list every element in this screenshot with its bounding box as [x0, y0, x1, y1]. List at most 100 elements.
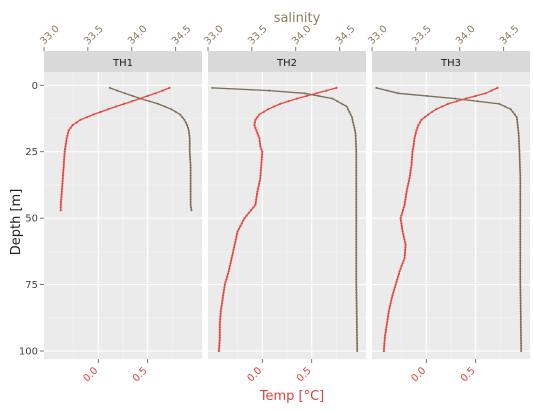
temp-point [115, 105, 118, 108]
salinity-point [517, 132, 520, 135]
depth-tick-label: 75 [25, 280, 38, 291]
temp-point [218, 334, 221, 337]
salinity-point [519, 262, 522, 265]
temp-point [391, 294, 394, 297]
temp-point [393, 286, 396, 289]
salinity-point [519, 190, 522, 193]
temp-point [388, 304, 392, 307]
salinity-point [519, 201, 522, 204]
facet-strip [372, 51, 530, 72]
temp-point [410, 161, 413, 164]
temp-point [403, 203, 406, 206]
salinity-point [108, 86, 111, 89]
salinity-point [519, 265, 522, 267]
salinity-point [355, 230, 358, 233]
temp-point [399, 267, 402, 270]
temp-point [236, 230, 239, 233]
temp-point [402, 233, 405, 236]
salinity-point [355, 302, 358, 305]
temp-point [229, 262, 232, 265]
temp-point [222, 294, 225, 297]
temp-point [387, 312, 390, 315]
salinity-point [356, 336, 358, 339]
salinity-point [519, 251, 522, 254]
temp-point [382, 347, 386, 350]
salinity-point [189, 182, 192, 185]
temp-point [220, 302, 224, 305]
salinity-point [519, 315, 522, 318]
salinity-point [355, 225, 358, 228]
temp-point [63, 150, 66, 153]
salinity-point [174, 110, 177, 113]
temp-point [220, 307, 223, 310]
salinity-point [519, 180, 522, 182]
temp-point [410, 163, 413, 167]
salinity-point [349, 113, 352, 116]
salinity-point [189, 166, 192, 169]
temp-point [403, 251, 407, 254]
salinity-point [355, 326, 358, 329]
temp-point [69, 126, 72, 129]
salinity-point [518, 142, 521, 145]
salinity-point [355, 153, 358, 156]
salinity-point [355, 150, 358, 153]
temp-point [388, 307, 391, 310]
temp-point [406, 185, 409, 188]
temp-point [411, 148, 415, 151]
temp-point [146, 94, 149, 97]
temp-point [399, 219, 403, 222]
salinity-point [519, 203, 522, 206]
salinity-point [519, 177, 522, 180]
temp-tick-label: 0.5 [131, 365, 150, 384]
salinity-point [519, 318, 522, 321]
salinity-point [355, 294, 358, 297]
temp-point [335, 86, 338, 89]
salinity-point [355, 286, 358, 289]
salinity-point [189, 172, 192, 174]
salinity-point [355, 164, 358, 166]
temp-point [417, 124, 420, 127]
salinity-point [516, 118, 519, 121]
temp-point [168, 86, 171, 89]
temp-point [410, 158, 413, 161]
salinity-point [519, 291, 522, 294]
salinity-point [123, 92, 126, 95]
temp-point [59, 201, 63, 204]
salinity-point [188, 132, 191, 135]
temp-point [218, 344, 221, 347]
temp-point [412, 145, 415, 148]
temp-point [404, 246, 407, 249]
temp-point [415, 129, 418, 132]
salinity-point [519, 193, 522, 196]
temp-point [260, 163, 263, 167]
temp-point [227, 270, 230, 273]
temp-point [62, 171, 65, 175]
temp-point [279, 102, 282, 105]
temp-point [256, 187, 260, 190]
salinity-point [355, 161, 358, 164]
temp-point [490, 89, 493, 92]
salinity-point [355, 249, 358, 251]
salinity-point [181, 116, 184, 119]
temp-point [218, 320, 222, 323]
salinity-point [515, 116, 518, 119]
salinity-point [354, 132, 357, 135]
temp-point [407, 179, 410, 183]
temp-point [235, 235, 238, 238]
salinity-point [355, 174, 358, 177]
temp-point [217, 349, 220, 353]
salinity-point [188, 134, 191, 137]
temp-point [218, 331, 221, 334]
temp-point [64, 142, 67, 145]
temp-point [66, 134, 69, 137]
salinity-point [519, 270, 522, 273]
temp-point [390, 299, 393, 302]
salinity-point [519, 312, 522, 315]
salinity-point [354, 134, 357, 137]
temp-point [259, 177, 262, 180]
salinity-point [355, 222, 358, 225]
salinity-point [519, 286, 522, 289]
salinity-point [355, 241, 358, 244]
salinity-point [351, 118, 354, 121]
temp-point [60, 190, 63, 193]
